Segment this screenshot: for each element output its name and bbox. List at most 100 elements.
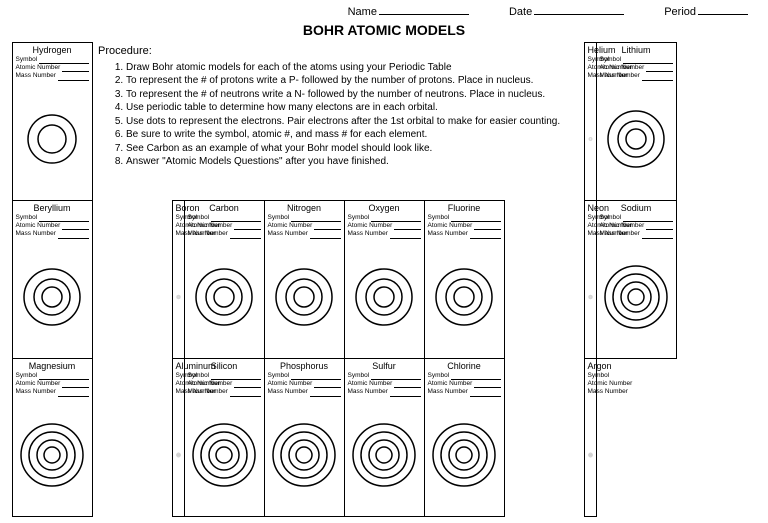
bohr-diagram[interactable] [176, 239, 181, 356]
element-name: Boron [176, 203, 181, 213]
symbol-input[interactable] [291, 372, 340, 380]
mass-number-input[interactable] [390, 230, 421, 238]
mass-number-input[interactable] [310, 388, 341, 396]
bohr-rings-icon [176, 262, 181, 332]
element-cell-oxygen: Oxygen Symbol Atomic Number Mass Number [344, 200, 425, 359]
atomic-number-input[interactable] [646, 222, 672, 230]
bohr-diagram[interactable] [188, 397, 261, 514]
symbol-input[interactable] [371, 372, 420, 380]
element-labels: Symbol Atomic Number Mass Number [348, 214, 421, 239]
mass-number-input[interactable] [310, 230, 341, 238]
mass-number-input[interactable] [58, 388, 89, 396]
bohr-diagram[interactable] [16, 397, 89, 514]
element-labels: Symbol Atomic Number Mass Number [600, 214, 673, 239]
element-cell-magnesium: Magnesium Symbol Atomic Number Mass Numb… [12, 358, 93, 517]
element-name: Oxygen [348, 203, 421, 213]
atomic-number-input[interactable] [474, 380, 500, 388]
element-cell-phosphorus: Phosphorus Symbol Atomic Number Mass Num… [264, 358, 345, 517]
element-labels: Symbol Atomic Number Mass Number [176, 372, 181, 397]
bohr-rings-icon [176, 420, 181, 490]
mass-number-input[interactable] [58, 230, 89, 238]
bohr-diagram[interactable] [588, 81, 593, 198]
symbol-input[interactable] [623, 56, 672, 64]
atomic-number-input[interactable] [474, 222, 500, 230]
mass-number-input[interactable] [470, 388, 501, 396]
atomic-number-input[interactable] [62, 222, 88, 230]
element-labels: Symbol Atomic Number Mass Number [16, 372, 89, 397]
bohr-diagram[interactable] [600, 81, 673, 198]
symbol-input[interactable] [39, 372, 88, 380]
element-labels: Symbol Atomic Number Mass Number [16, 214, 89, 239]
atomic-number-input[interactable] [62, 380, 88, 388]
bohr-rings-icon [17, 104, 87, 174]
atomic-number-input[interactable] [646, 64, 672, 72]
bohr-diagram[interactable] [188, 239, 261, 356]
bohr-diagram[interactable] [348, 397, 421, 514]
page-title: BOHR ATOMIC MODELS [0, 22, 768, 38]
bohr-diagram[interactable] [600, 239, 673, 356]
element-labels: Symbol Atomic Number Mass Number [16, 56, 89, 81]
bohr-diagram[interactable] [428, 397, 501, 514]
mass-number-input[interactable] [642, 72, 673, 80]
atomic-number-input[interactable] [62, 64, 88, 72]
element-name: Phosphorus [268, 361, 341, 371]
element-cell-fluorine: Fluorine Symbol Atomic Number Mass Numbe… [424, 200, 505, 359]
atomic-number-input[interactable] [314, 380, 340, 388]
period-field[interactable]: Period [664, 6, 748, 18]
element-labels: Symbol Atomic Number Mass Number [428, 214, 501, 239]
mass-number-input[interactable] [470, 230, 501, 238]
atomic-number-input[interactable] [234, 380, 260, 388]
bohr-rings-icon [429, 420, 499, 490]
mass-number-input[interactable] [642, 230, 673, 238]
symbol-input[interactable] [39, 214, 88, 222]
bohr-diagram[interactable] [176, 397, 181, 514]
bohr-diagram[interactable] [16, 81, 89, 198]
element-labels: Symbol Atomic Number Mass Number [600, 56, 673, 81]
symbol-input[interactable] [451, 372, 500, 380]
grid-spacer [92, 358, 172, 516]
symbol-input[interactable] [451, 214, 500, 222]
grid-spacer [504, 358, 584, 516]
symbol-input[interactable] [211, 214, 260, 222]
date-label: Date [509, 6, 532, 18]
element-name: Argon [588, 361, 593, 371]
name-field[interactable]: Name [348, 6, 469, 18]
bohr-diagram[interactable] [268, 239, 341, 356]
element-labels: Symbol Atomic Number Mass Number [348, 372, 421, 397]
symbol-input[interactable] [211, 372, 260, 380]
mass-number-input[interactable] [58, 72, 89, 80]
element-labels: Symbol Atomic Number Mass Number [268, 372, 341, 397]
element-name: Silicon [188, 361, 261, 371]
symbol-input[interactable] [623, 214, 672, 222]
bohr-diagram[interactable] [348, 239, 421, 356]
bohr-diagram[interactable] [588, 239, 593, 356]
symbol-input[interactable] [371, 214, 420, 222]
element-name: Chlorine [428, 361, 501, 371]
symbol-input[interactable] [39, 56, 88, 64]
bohr-diagram[interactable] [16, 239, 89, 356]
bohr-diagram[interactable] [428, 239, 501, 356]
bohr-rings-icon [17, 420, 87, 490]
element-labels: Symbol Atomic Number Mass Number [588, 372, 593, 397]
element-name: Aluminum [176, 361, 181, 371]
element-name: Carbon [188, 203, 261, 213]
symbol-input[interactable] [291, 214, 340, 222]
procedure-step: To represent the # of protons write a P-… [126, 74, 578, 88]
bohr-diagram[interactable] [268, 397, 341, 514]
date-field[interactable]: Date [509, 6, 624, 18]
element-cell-nitrogen: Nitrogen Symbol Atomic Number Mass Numbe… [264, 200, 345, 359]
atomic-number-input[interactable] [394, 380, 420, 388]
element-labels: Symbol Atomic Number Mass Number [588, 56, 593, 81]
element-cell-lithium: Lithium Symbol Atomic Number Mass Number [596, 42, 677, 201]
atomic-number-input[interactable] [394, 222, 420, 230]
atomic-number-input[interactable] [234, 222, 260, 230]
atomic-number-input[interactable] [314, 222, 340, 230]
bohr-rings-icon [601, 262, 671, 332]
element-name: Fluorine [428, 203, 501, 213]
bohr-diagram[interactable] [588, 397, 593, 514]
procedure-block: Procedure: Draw Bohr atomic models for e… [92, 42, 584, 200]
period-label: Period [664, 6, 696, 18]
mass-number-input[interactable] [230, 230, 261, 238]
mass-number-input[interactable] [390, 388, 421, 396]
mass-number-input[interactable] [230, 388, 261, 396]
